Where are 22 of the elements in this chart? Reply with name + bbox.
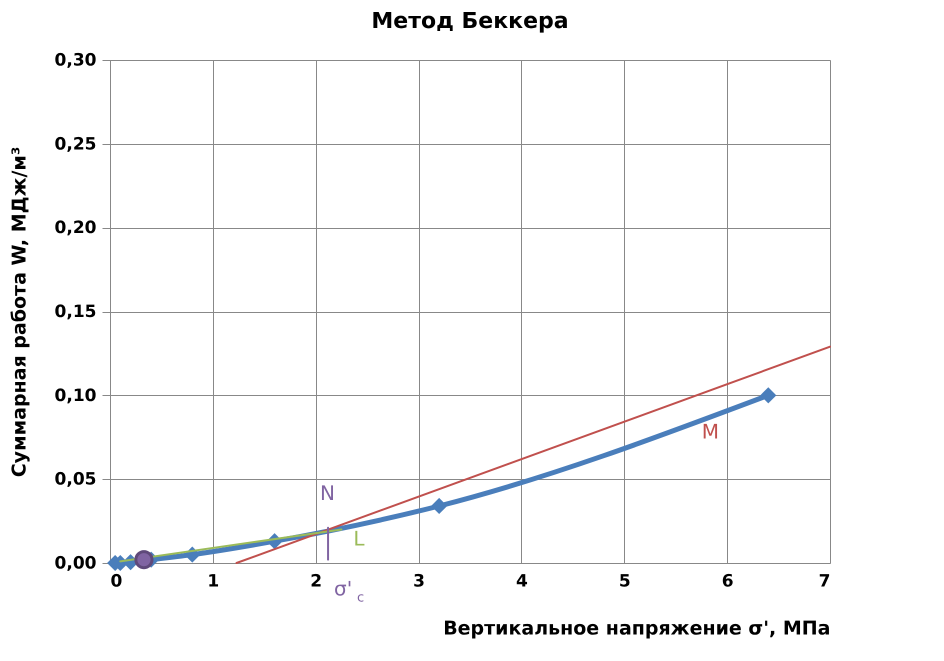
x-axis-title: Вертикальное напряжение σ', МПа: [443, 618, 830, 640]
y-tick-label: 0,30: [54, 50, 97, 70]
x-tick-label: 1: [207, 572, 220, 592]
annotation: L: [353, 526, 366, 550]
y-tick-label: 0,15: [54, 302, 96, 322]
annotation: N: [320, 480, 336, 505]
x-tick-label: 4: [516, 572, 528, 592]
y-tick-label: 0,05: [54, 470, 96, 490]
x-tick-label: 7: [818, 572, 830, 592]
annotation: M: [702, 419, 719, 444]
x-tick-label: 3: [413, 572, 425, 592]
x-tick-label: 2: [310, 572, 322, 592]
chart-title: Метод Беккера: [371, 9, 569, 34]
x-tick-label: 5: [618, 572, 631, 592]
y-tick-label: 0,10: [54, 386, 97, 406]
x-tick-label: 0: [110, 572, 122, 592]
y-axis-title: Суммарная работа W, МДж/м³: [8, 146, 31, 478]
y-tick-label: 0,00: [54, 554, 97, 574]
y-tick-label: 0,25: [54, 134, 96, 154]
x-tick-label: 6: [722, 572, 734, 592]
y-tick-label: 0,20: [54, 218, 97, 238]
annotation: σ'c: [334, 576, 364, 606]
